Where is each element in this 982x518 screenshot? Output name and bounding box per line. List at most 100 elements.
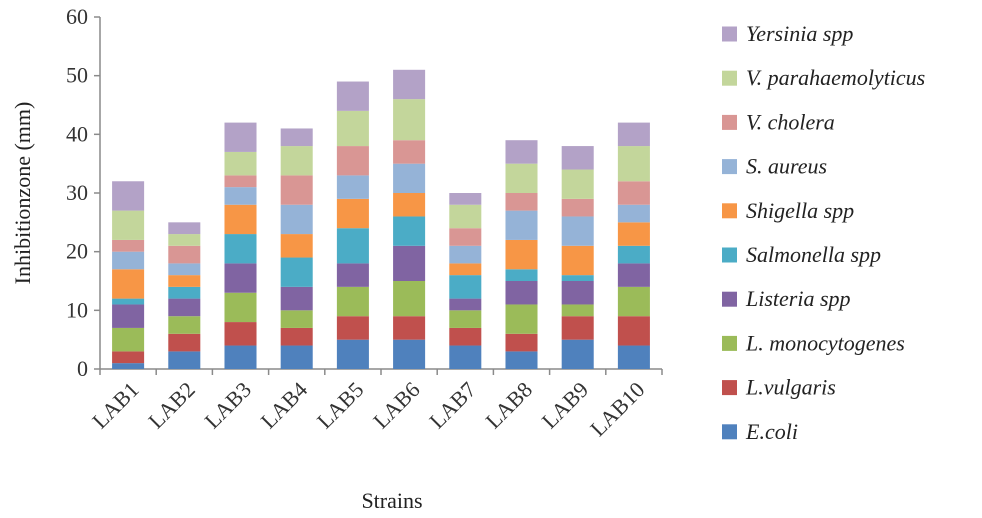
bar-segment [336,316,369,340]
x-tick-label: LAB2 [143,377,200,434]
bar-segment [112,351,145,364]
bar-segment [449,345,482,369]
bar-segment [505,239,538,270]
bar-segment [393,339,426,369]
bar-segment [617,204,650,223]
bar-segment [280,146,313,176]
bar-segment [449,193,482,205]
bar-segment [505,210,538,240]
bar-segment [112,269,145,299]
bar-segment [336,198,369,229]
bar-segment [617,181,650,205]
bar-segment [280,204,313,235]
legend-swatch [722,380,737,396]
y-tick-label: 0 [77,356,88,381]
bar-segment [561,146,594,170]
legend-label: Listeria spp [745,286,851,311]
bar-segment [393,140,426,164]
legend-swatch [722,26,737,42]
bar-segment [168,275,201,287]
bar-segment [280,345,313,369]
bar-segment [168,333,201,352]
bar-segment [617,345,650,369]
bar-segment [449,298,482,311]
x-axis-title: Strains [361,488,422,513]
bar-segment [336,175,369,199]
bar-segment [112,363,145,369]
legend-swatch [722,203,737,219]
bar-segment [505,351,538,369]
bar-segment [561,198,594,217]
bar-segment [505,281,538,305]
bar-segment [224,292,257,323]
bar-segment [505,304,538,334]
bar-segment [280,327,313,346]
bar-segment [617,222,650,246]
bar-segment [393,99,426,141]
bar-segment [505,163,538,193]
bar-segment [393,69,426,100]
bar-segment [280,286,313,311]
bar-segment [168,316,201,334]
bar-segment [393,245,426,281]
bar-segment [112,181,145,211]
x-tick-label: LAB6 [368,377,425,434]
legend-swatch [722,159,737,175]
bar-segment [505,269,538,281]
y-tick-label: 40 [66,121,88,146]
bar-segment [617,316,650,346]
legend-label: Shigella spp [746,198,854,223]
bar-segment [449,245,482,264]
y-axis: 0 10 20 30 40 50 60 [66,4,101,381]
legend-swatch [722,291,737,307]
bar-segment [336,286,369,317]
bar-segment [224,204,257,235]
bar-segment [561,245,594,276]
bar-segment [393,216,426,246]
bar-segment [336,228,369,264]
bar-segment [505,193,538,211]
bar-segment [224,263,257,293]
bar-segment [280,175,313,205]
x-tick-label: LAB8 [480,377,537,434]
bar-segment [561,316,594,340]
bar-segment [112,239,145,252]
bar-segment [449,263,482,276]
bar-segment [617,286,650,317]
bar-segment [617,263,650,287]
bar-segment [336,110,369,147]
bar-segment [449,275,482,299]
bar-segment [168,286,201,299]
bar-segment [112,251,145,270]
x-tick-label: LAB4 [256,377,313,434]
bar-segment [280,234,313,258]
bar-segment [561,339,594,369]
bar-segment [617,146,650,182]
legend-label: L. monocytogenes [745,330,905,355]
legend-swatch [722,335,737,351]
bar-segment [561,304,594,317]
y-tick-label: 30 [66,180,88,205]
bar-segment [617,245,650,264]
bar-segment [561,169,594,199]
bar-segment [112,210,145,240]
legend-swatch [722,424,737,440]
legend-label: V. cholera [746,109,835,134]
legend-swatch [722,70,737,86]
bar-segment [280,128,313,147]
bar-segment [336,263,369,287]
bar-segment [449,310,482,328]
bar-segment [168,263,201,276]
y-tick-label: 10 [66,297,88,322]
legend-swatch [722,247,737,263]
bar-segment [336,146,369,176]
y-axis-title: Inhibitionzone (mm) [10,102,35,285]
legend-swatch [722,114,737,130]
bar-segment [280,310,313,328]
legend-label: E.coli [745,419,798,444]
y-tick-label: 50 [66,63,88,88]
legend-label: Salmonella spp [746,242,881,267]
legend: Yersinia spp V. parahaemolyticus V. choler… [722,21,925,444]
legend-label: L.vulgaris [745,375,836,400]
